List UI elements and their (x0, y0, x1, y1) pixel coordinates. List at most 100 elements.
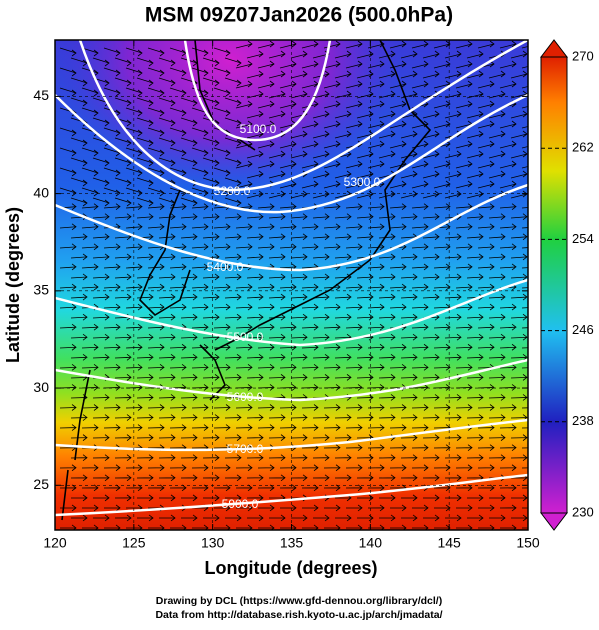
wind-arrow (224, 213, 242, 221)
wind-arrow (81, 187, 99, 197)
wind-arrow (334, 110, 352, 119)
wind-arrow (257, 424, 275, 431)
wind-arrow (455, 504, 473, 512)
wind-arrow (389, 100, 407, 109)
wind-arrow (290, 434, 308, 441)
wind-arrow (400, 414, 418, 421)
wind-arrow (224, 273, 242, 281)
wind-arrow (136, 293, 154, 301)
wind-arrow (499, 343, 517, 351)
wind-arrow (444, 353, 462, 361)
wind-arrow (180, 157, 198, 167)
wind-arrow (290, 150, 308, 159)
wind-arrow (136, 197, 154, 207)
wind-arrow (246, 190, 264, 199)
wind-arrow (180, 97, 198, 107)
wind-arrow (477, 323, 495, 331)
contour-line (55, 358, 528, 402)
wind-arrow (301, 120, 319, 129)
contour-line (55, 473, 528, 517)
wind-arrow (114, 157, 132, 167)
wind-arrow (114, 77, 132, 87)
wind-arrow (510, 434, 528, 441)
wind-arrow (257, 243, 275, 251)
wind-arrow (81, 364, 99, 371)
wind-arrow (455, 283, 473, 291)
wind-arrow (400, 454, 418, 462)
wind-arrow (136, 374, 154, 381)
wind-arrow (378, 353, 396, 361)
wind-arrow (235, 504, 253, 512)
wind-arrow (444, 273, 462, 281)
wind-arrow (367, 424, 385, 431)
wind-arrow (158, 474, 176, 482)
colorbar-tick-label: 262 (572, 140, 594, 155)
wind-arrow (499, 120, 517, 129)
y-tick-label: 45 (33, 87, 49, 103)
wind-arrow (136, 97, 154, 107)
wind-arrow (411, 263, 429, 271)
wind-arrow (510, 514, 528, 522)
wind-arrow (136, 474, 154, 482)
wind-arrow (202, 293, 220, 301)
wind-arrow (257, 100, 275, 109)
wind-arrow (466, 253, 484, 261)
wind-arrow (59, 263, 77, 271)
wind-arrow (70, 333, 88, 341)
wind-arrow (477, 180, 495, 189)
wind-arrow (400, 130, 418, 139)
wind-arrow (378, 333, 396, 341)
x-tick-label: 145 (437, 535, 461, 551)
wind-arrow (488, 150, 506, 159)
wind-arrow (488, 70, 506, 79)
wind-arrow (345, 283, 363, 291)
wind-arrow (279, 40, 297, 49)
wind-arrow (521, 146, 528, 149)
wind-arrow (224, 454, 242, 462)
wind-arrow (290, 414, 308, 421)
wind-arrow (323, 343, 341, 351)
wind-arrow (92, 333, 110, 341)
wind-arrow (213, 243, 231, 251)
wind-arrow (466, 90, 484, 99)
wind-arrow (411, 40, 429, 49)
wind-arrow (114, 514, 132, 522)
wind-arrow (510, 233, 528, 241)
wind-arrow (246, 150, 264, 159)
wind-arrow (257, 120, 275, 129)
wind-arrow (147, 364, 165, 371)
wind-arrow (92, 273, 110, 281)
wind-arrow (378, 190, 396, 199)
wind-arrow (290, 313, 308, 321)
wind-arrow (499, 160, 517, 169)
wind-arrow (103, 283, 121, 291)
wind-arrow (367, 464, 385, 472)
wind-arrow (257, 283, 275, 291)
wind-arrow (389, 203, 407, 211)
wind-arrow (191, 464, 209, 472)
wind-arrow (191, 47, 209, 57)
wind-arrow (92, 313, 110, 321)
wind-arrow (345, 80, 363, 89)
wind-arrow (422, 374, 440, 381)
contour-line (55, 183, 528, 272)
wind-arrow (268, 213, 286, 221)
wind-arrow (202, 514, 220, 522)
wind-arrow (345, 180, 363, 189)
wind-arrow (422, 494, 440, 502)
wind-arrow (510, 110, 528, 119)
wind-arrow (301, 364, 319, 371)
wind-arrow (224, 117, 242, 127)
wind-arrow (147, 343, 165, 351)
wind-arrow (202, 233, 220, 241)
wind-arrow (521, 407, 528, 409)
wind-arrow (213, 147, 231, 157)
wind-arrow (521, 367, 528, 369)
wind-arrow (378, 514, 396, 522)
wind-arrow (290, 130, 308, 139)
wind-arrow (147, 223, 165, 231)
wind-arrow (213, 504, 231, 512)
wind-arrow (301, 404, 319, 411)
wind-arrow (422, 233, 440, 241)
